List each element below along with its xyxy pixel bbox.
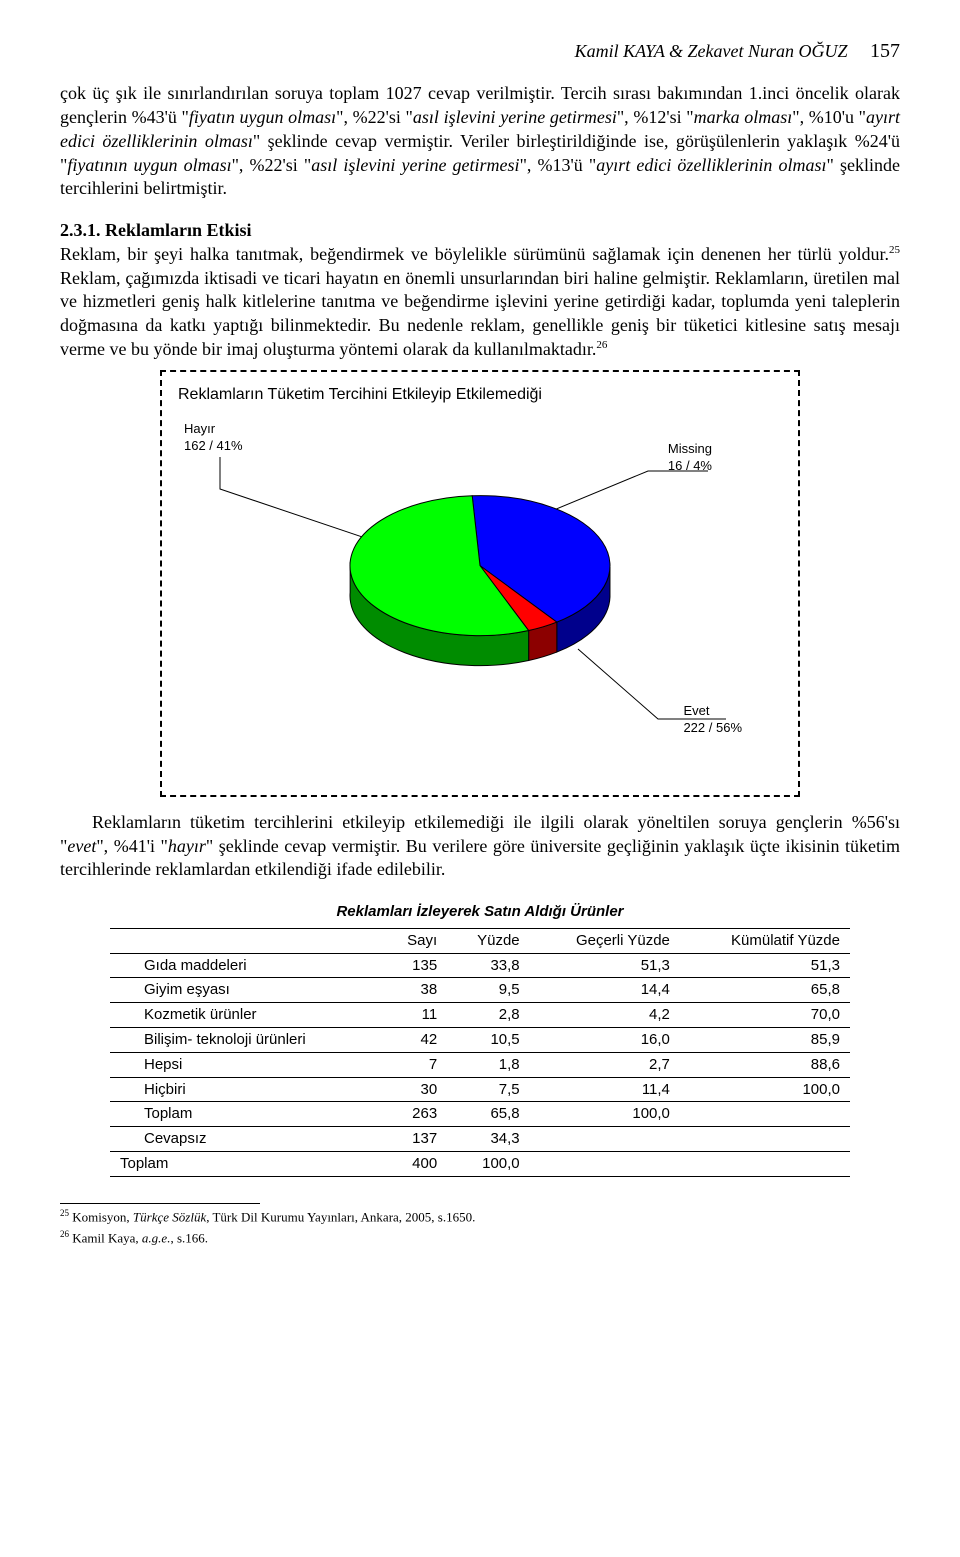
pie-svg-wrap — [330, 476, 630, 693]
table-row: Gıda maddeleri13533,851,351,3 — [110, 953, 850, 978]
col-gecerli: Geçerli Yüzde — [530, 928, 680, 953]
table-title: Reklamları İzleyerek Satın Aldığı Ürünle… — [60, 902, 900, 922]
running-head: Kamil KAYA & Zekavet Nuran OĞUZ 157 — [60, 38, 900, 64]
paragraph-1: çok üç şık ile sınırlandırılan soruya to… — [60, 82, 900, 201]
footnote-rule — [60, 1203, 260, 1204]
table-row: Hepsi71,82,788,6 — [110, 1052, 850, 1077]
authors: Kamil KAYA & Zekavet Nuran OĞUZ — [575, 41, 848, 61]
table-row: Bilişim- teknoloji ürünleri4210,516,085,… — [110, 1027, 850, 1052]
col-sayi: Sayı — [381, 928, 447, 953]
footnote-25: 25 Komisyon, Türkçe Sözlük, Türk Dil Kur… — [60, 1208, 900, 1225]
pie-chart — [330, 476, 630, 686]
table-row: Cevapsız13734,3 — [110, 1127, 850, 1152]
pie-chart-frame: Reklamların Tüketim Tercihini Etkileyip … — [160, 370, 800, 797]
table-body: Gıda maddeleri13533,851,351,3Giyim eşyas… — [110, 953, 850, 1176]
footnote-26: 26 Kamil Kaya, a.g.e., s.166. — [60, 1229, 900, 1246]
page-number: 157 — [870, 40, 900, 62]
table-row: Hiçbiri307,511,4100,0 — [110, 1077, 850, 1102]
paragraph-3: Reklamların tüketim tercihlerini etkiley… — [60, 811, 900, 882]
col-yuzde: Yüzde — [447, 928, 529, 953]
table-row: Giyim eşyası389,514,465,8 — [110, 978, 850, 1003]
table-total-row: Toplam400100,0 — [110, 1151, 850, 1176]
chart-area: Hayır 162 / 41% Missing 16 / 4% Evet 222… — [178, 419, 782, 779]
col-kumulatif: Kümülatif Yüzde — [680, 928, 850, 953]
table-row: Toplam26365,8100,0 — [110, 1102, 850, 1127]
chart-title: Reklamların Tüketim Tercihini Etkileyip … — [178, 384, 782, 405]
products-table: Sayı Yüzde Geçerli Yüzde Kümülatif Yüzde… — [110, 928, 850, 1177]
table-row: Kozmetik ürünler112,84,270,0 — [110, 1003, 850, 1028]
paragraph-2: Reklam, bir şeyi halka tanıtmak, beğendi… — [60, 243, 900, 362]
section-heading: 2.3.1. Reklamların Etkisi — [60, 219, 900, 243]
